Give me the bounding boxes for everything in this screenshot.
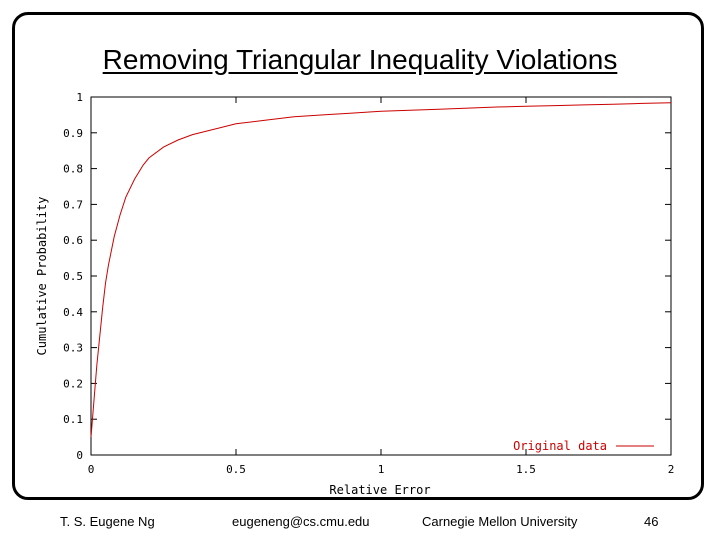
x-tick-label: 1.5 <box>516 463 536 476</box>
footer-email: eugeneng@cs.cmu.edu <box>232 514 370 529</box>
slide-frame <box>12 12 704 500</box>
y-tick-label: 0.5 <box>63 270 83 283</box>
y-tick-label: 0.9 <box>63 127 83 140</box>
y-tick-label: 1 <box>76 91 83 104</box>
x-axis-label: Relative Error <box>329 483 430 497</box>
y-axis-label: Cumulative Probability <box>35 197 49 356</box>
y-tick-label: 0.2 <box>63 377 83 390</box>
footer-page-number: 46 <box>644 514 659 529</box>
y-tick-label: 0 <box>76 449 83 462</box>
y-tick-label: 0.6 <box>63 234 83 247</box>
legend-label: Original data <box>513 439 607 453</box>
x-axis-ticks: 0 0.5 1 1.5 2 <box>88 97 675 476</box>
x-tick-label: 0 <box>88 463 95 476</box>
slide-title: Removing Triangular Inequality Violation… <box>102 44 618 75</box>
y-axis-ticks: 0 0.1 0.2 0.3 0.4 0.5 0.6 0.7 0.8 0.9 1 <box>63 91 671 462</box>
x-tick-label: 1 <box>378 463 385 476</box>
y-tick-label: 0.7 <box>63 198 83 211</box>
x-tick-label: 0.5 <box>226 463 246 476</box>
plot-area-border <box>90 96 672 456</box>
footer-university: Carnegie Mellon University <box>422 514 578 529</box>
y-tick-label: 0.4 <box>63 306 83 319</box>
x-tick-label: 2 <box>668 463 675 476</box>
y-tick-label: 0.1 <box>63 413 83 426</box>
y-tick-label: 0.8 <box>63 163 83 176</box>
y-tick-label: 0.3 <box>63 342 83 355</box>
series-line-original-data <box>90 102 672 438</box>
footer-author: T. S. Eugene Ng <box>60 514 155 529</box>
